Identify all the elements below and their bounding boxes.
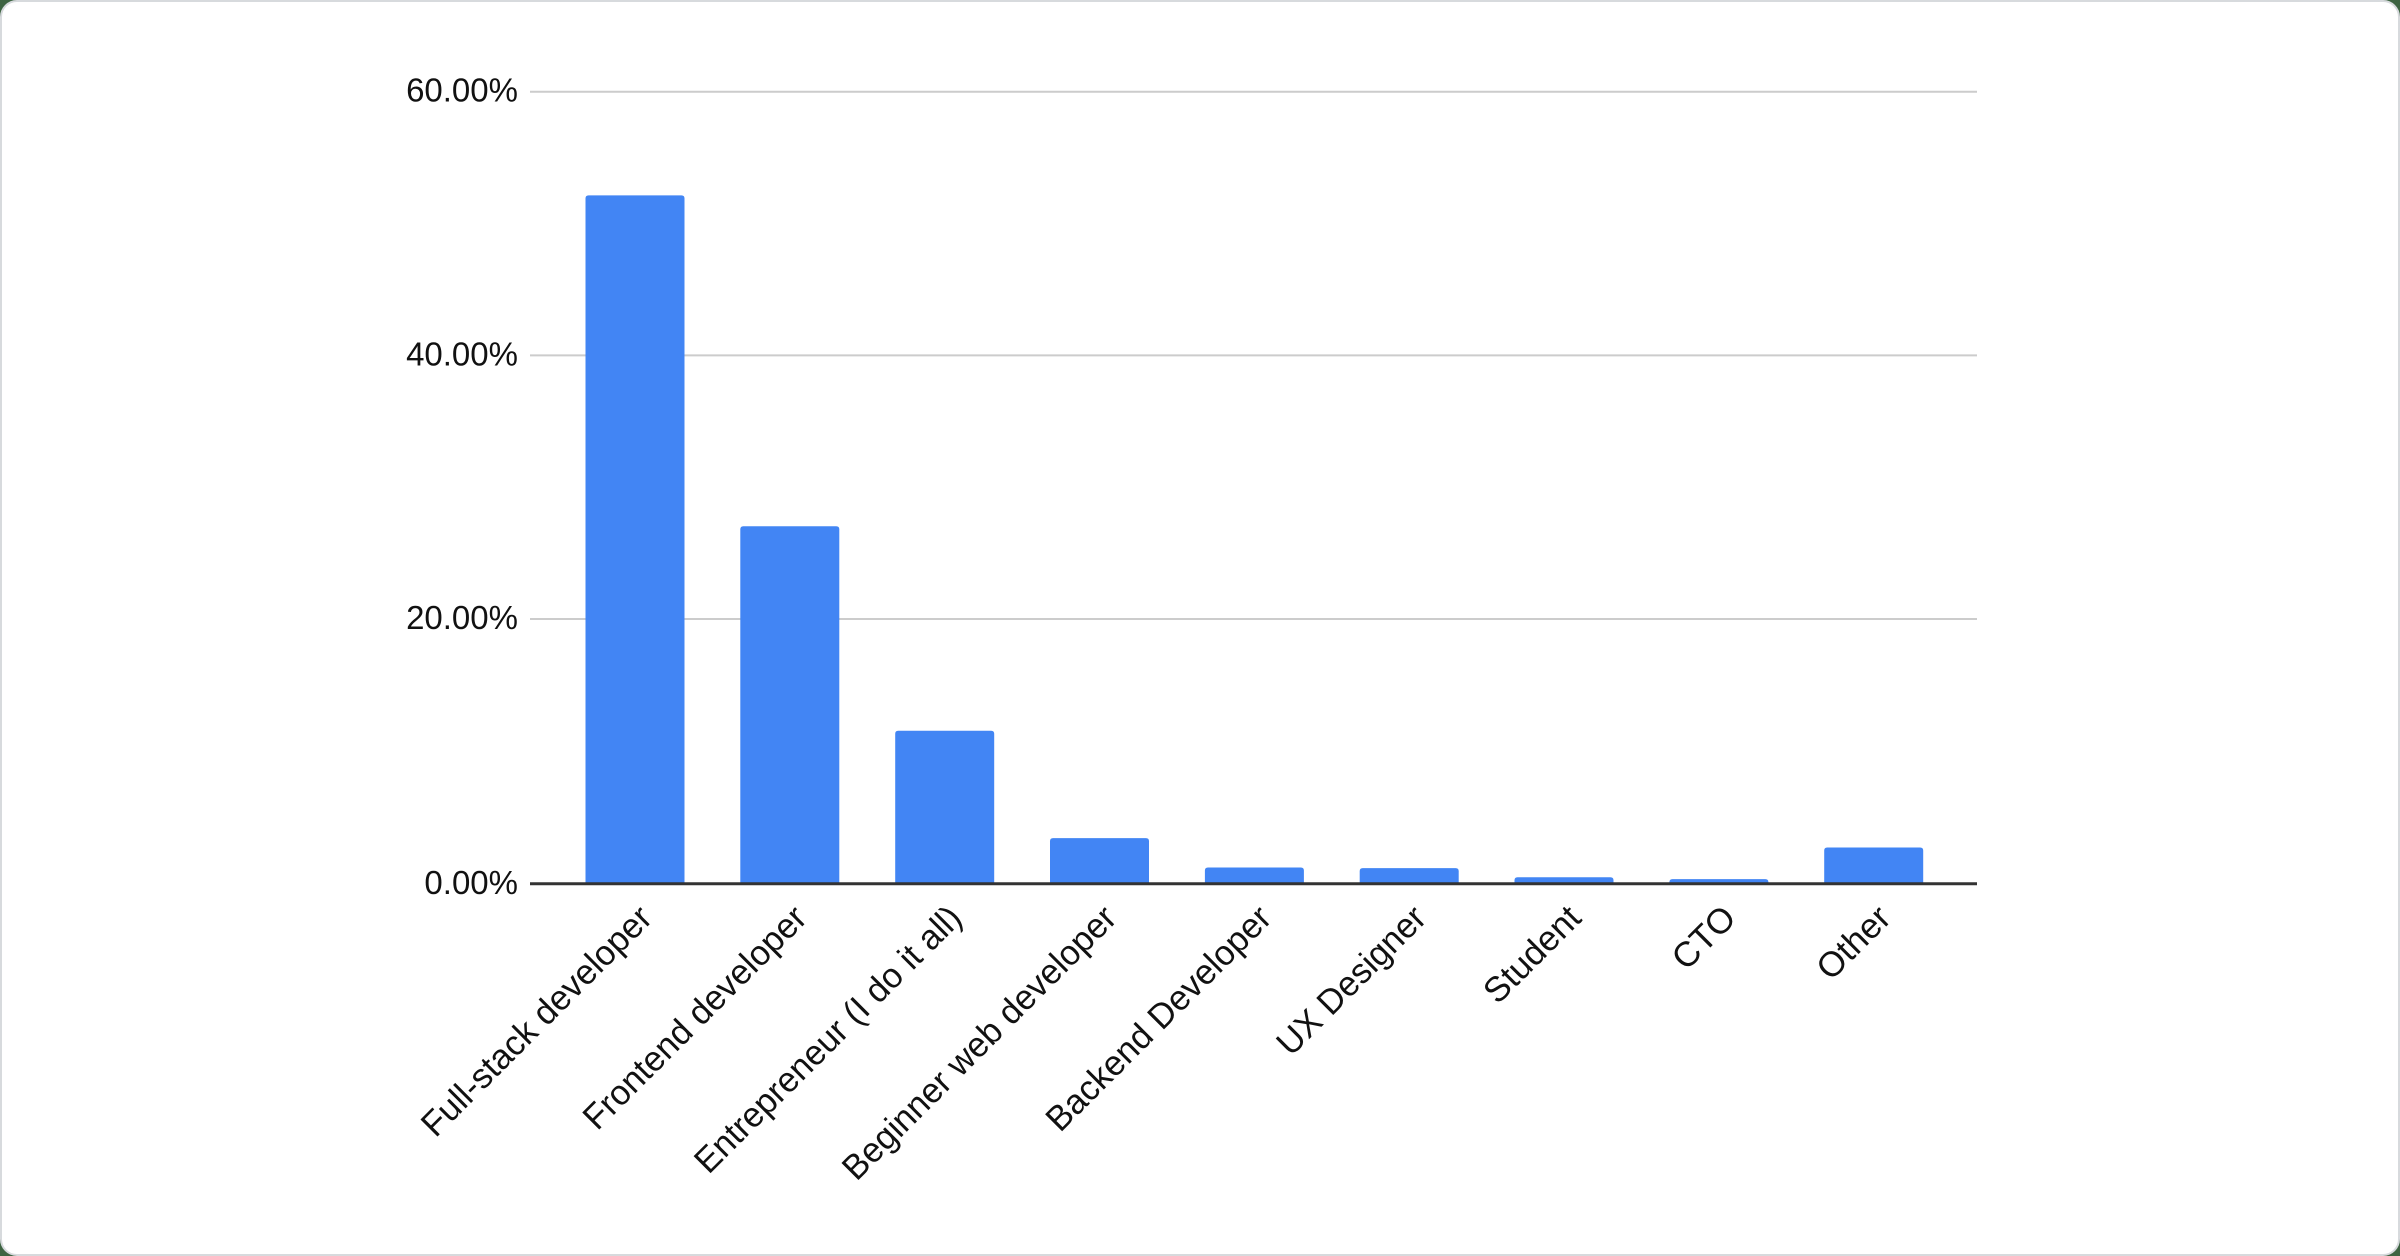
- svg-text:40.00%: 40.00%: [406, 335, 518, 372]
- svg-text:Student: Student: [1476, 898, 1589, 1011]
- svg-text:20.00%: 20.00%: [406, 599, 518, 636]
- svg-text:60.00%: 60.00%: [406, 72, 518, 109]
- svg-text:0.00%: 0.00%: [424, 864, 518, 901]
- svg-text:CTO: CTO: [1664, 898, 1743, 977]
- svg-text:Entrepreneur (I do it all): Entrepreneur (I do it all): [687, 898, 970, 1181]
- svg-text:UX Designer: UX Designer: [1269, 898, 1434, 1063]
- svg-text:Other: Other: [1809, 898, 1899, 988]
- svg-text:Beginner web developer: Beginner web developer: [835, 898, 1125, 1188]
